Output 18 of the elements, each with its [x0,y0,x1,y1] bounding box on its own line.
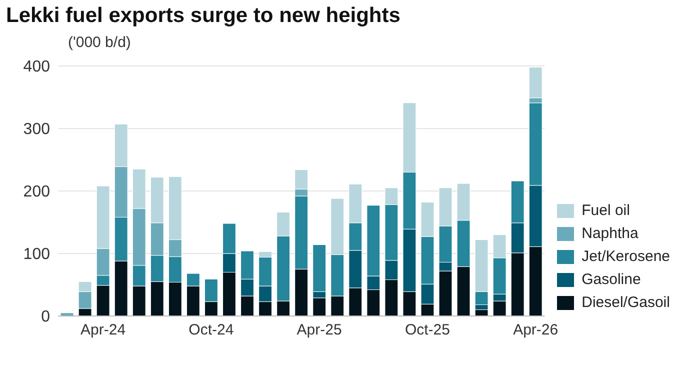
legend-label: Naphtha [582,225,638,242]
x-tick-label: Apr-26 [513,322,558,339]
y-axis-title: ('000 b/d) [68,34,131,51]
x-tick-label: Oct-24 [188,322,234,339]
y-tick-label: 100 [23,246,50,264]
y-tick-label: 0 [41,308,50,326]
y-tick-label: 300 [23,121,50,138]
legend-label: Fuel oil [582,202,630,219]
legend-label: Jet/Kerosene [582,248,670,265]
legend-label: Gasoline [582,271,641,288]
legend-label: Diesel/Gasoil [582,294,670,311]
y-tick-label: 400 [23,58,50,76]
chart-title: Lekki fuel exports surge to new heights [6,4,400,28]
x-tick-label: Oct-25 [404,322,450,339]
x-tick-label: Apr-25 [296,322,342,339]
x-tick-label: Apr-24 [80,322,126,339]
y-tick-label: 200 [23,184,50,201]
bar [60,312,74,316]
